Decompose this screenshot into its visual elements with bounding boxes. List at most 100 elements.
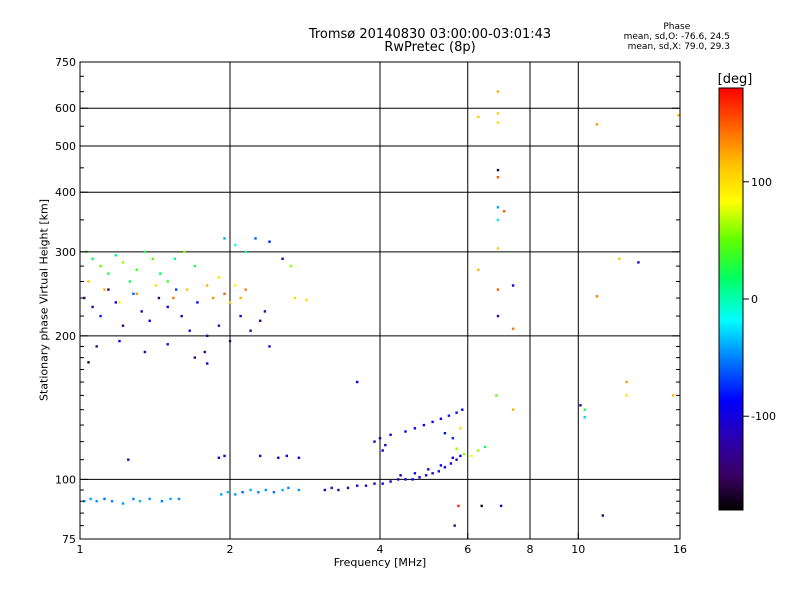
- data-point: [337, 488, 340, 492]
- data-point: [118, 301, 121, 304]
- data-point: [206, 334, 209, 337]
- data-point: [132, 497, 135, 501]
- data-point: [264, 488, 267, 492]
- data-point: [180, 314, 183, 318]
- data-point: [305, 298, 308, 301]
- data-point: [618, 257, 621, 260]
- data-point: [625, 380, 628, 384]
- chart-title: Tromsø 20140830 03:00:00-03:01:43: [308, 27, 552, 42]
- data-point: [206, 284, 209, 287]
- data-point: [132, 292, 135, 295]
- data-point: [381, 482, 384, 485]
- data-point: [121, 324, 125, 327]
- data-point: [217, 276, 221, 279]
- colorbar-label: [deg]: [718, 72, 753, 87]
- data-point: [135, 292, 138, 295]
- y-tick-label: 400: [55, 186, 76, 199]
- data-point: [151, 257, 154, 260]
- data-point: [431, 420, 434, 424]
- data-point: [281, 257, 284, 260]
- data-point: [462, 452, 466, 456]
- data-point: [459, 454, 462, 458]
- data-point: [503, 210, 506, 213]
- data-point: [418, 476, 421, 479]
- data-point: [356, 380, 359, 384]
- data-point: [128, 280, 132, 283]
- data-point: [175, 288, 178, 291]
- y-tick-label: 500: [55, 140, 76, 153]
- data-point: [259, 319, 262, 322]
- data-point: [437, 470, 440, 473]
- data-point: [228, 339, 232, 343]
- data-point: [381, 449, 384, 452]
- y-axis-ticks: 75 100 200 300 400 500 600 750: [55, 56, 680, 546]
- data-point: [87, 361, 90, 364]
- data-point: [461, 408, 464, 411]
- data-point: [346, 486, 350, 490]
- data-point: [449, 462, 453, 465]
- x-tick-label: 16: [673, 543, 687, 556]
- data-point: [223, 292, 226, 295]
- data-point: [297, 488, 301, 492]
- data-point: [223, 454, 226, 458]
- data-point: [424, 474, 428, 477]
- data-point: [220, 493, 223, 496]
- x-tick-label: 1: [77, 543, 84, 556]
- data-point: [378, 437, 382, 440]
- data-point: [103, 497, 106, 501]
- data-point: [95, 345, 98, 348]
- data-point: [496, 206, 500, 209]
- data-point: [389, 433, 392, 436]
- data-point: [91, 305, 94, 309]
- y-tick-label: 750: [55, 56, 76, 69]
- data-point: [257, 491, 260, 494]
- data-point: [499, 504, 503, 508]
- data-point: [277, 456, 280, 459]
- data-point: [583, 416, 586, 419]
- data-point: [249, 488, 252, 492]
- data-point: [356, 484, 359, 487]
- data-point: [511, 327, 515, 330]
- data-point: [496, 247, 500, 250]
- data-point: [364, 484, 368, 487]
- data-point: [422, 423, 426, 427]
- data-point: [389, 480, 392, 483]
- data-point: [206, 362, 209, 365]
- data-point: [439, 417, 443, 420]
- grid-lines: [80, 62, 680, 539]
- data-point: [228, 301, 232, 304]
- data-point: [413, 472, 417, 475]
- data-point: [159, 272, 162, 275]
- data-point: [99, 314, 102, 318]
- data-point: [172, 296, 175, 300]
- colorbar-ticks: 100 0 -100: [743, 176, 776, 423]
- data-point: [431, 472, 434, 475]
- data-point: [451, 437, 454, 440]
- data-point: [183, 250, 186, 253]
- data-point: [188, 329, 191, 332]
- data-point: [579, 404, 582, 407]
- data-point: [480, 504, 483, 508]
- data-point: [495, 394, 498, 397]
- data-point: [439, 464, 443, 467]
- phase-stats-o: mean, sd,O: -76.6, 24.5: [623, 32, 730, 42]
- data-point: [148, 497, 151, 501]
- data-point: [160, 500, 164, 503]
- data-point: [234, 493, 237, 496]
- x-tick-label: 10: [571, 543, 585, 556]
- y-tick-label: 600: [55, 102, 76, 115]
- phase-stats-x: mean, sd,X: 79.0, 29.3: [627, 42, 730, 52]
- data-point: [185, 288, 189, 291]
- data-point: [107, 272, 110, 275]
- data-point: [455, 447, 458, 450]
- data-point: [443, 432, 447, 435]
- y-tick-label: 100: [55, 473, 76, 486]
- data-point: [511, 284, 515, 287]
- x-tick-label: 4: [377, 543, 384, 556]
- data-point: [121, 261, 125, 264]
- data-point: [121, 502, 125, 505]
- data-point: [671, 394, 675, 397]
- data-point: [477, 449, 480, 452]
- data-point: [404, 430, 407, 433]
- data-point: [217, 456, 221, 459]
